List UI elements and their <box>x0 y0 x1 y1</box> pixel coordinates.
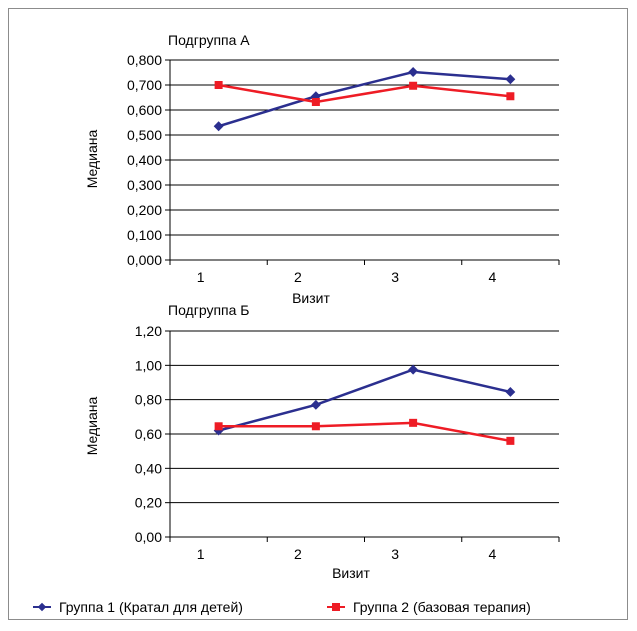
chart-a-y-tick-label: 0,700 <box>127 77 162 93</box>
chart-a-y-tick-label: 0,100 <box>127 227 162 243</box>
chart-a-x-tick-label: 4 <box>488 269 496 285</box>
chart-legend: Группа 1 (Кратал для детей) Группа 2 (ба… <box>33 599 531 615</box>
chart-b-series-2-point <box>506 436 515 445</box>
chart-a-series-1-point <box>505 74 516 85</box>
chart-a-x-tick-label: 1 <box>197 269 205 285</box>
chart-a-series-1-line <box>218 70 511 128</box>
chart-b-y-tick-label: 0,80 <box>135 392 162 408</box>
chart-a-series-2-point <box>506 92 515 101</box>
chart-b-series-1-line <box>218 368 511 432</box>
chart-a-y-ticks: 0,000 0,100 0,200 0,300 0,400 0,500 0,600 0,700… <box>127 52 170 268</box>
chart-b-x-tick-label: 4 <box>488 546 496 562</box>
chart-a-y-label: Медиана <box>84 129 100 188</box>
chart-b-x-tick-label: 3 <box>391 546 399 562</box>
chart-b-series-2-point <box>311 422 320 431</box>
legend-group1-marker <box>37 602 47 612</box>
chart-b-y-tick-label: 0,60 <box>135 426 162 442</box>
chart-b-series-2-line <box>218 421 511 443</box>
chart-b-series-1-point <box>408 364 419 375</box>
chart-subgroup-a: Подгруппа А 0,000 0,100 0,200 0,300 0,400 0,5… <box>84 32 560 306</box>
chart-a-series-1-point <box>213 121 224 132</box>
chart-b-x-label: Визит <box>332 565 370 581</box>
chart-a-y-tick-label: 0,200 <box>127 202 162 218</box>
chart-a-x-tick-label: 2 <box>294 269 302 285</box>
chart-b-x-tick-label: 1 <box>197 546 205 562</box>
chart-b-series-2-point <box>214 422 223 431</box>
chart-a-series-2-line <box>218 83 511 104</box>
chart-b-y-ticks: 0,00 0,20 0,40 0,60 0,80 1,00 1,20 <box>135 323 170 545</box>
chart-b-y-tick-label: 1,20 <box>135 323 162 339</box>
chart-b-title: Подгруппа Б <box>168 302 249 318</box>
legend-group2-marker <box>332 603 340 611</box>
chart-b-y-label: Медиана <box>84 396 100 455</box>
chart-a-y-tick-label: 0,400 <box>127 152 162 168</box>
chart-b-series <box>213 364 516 445</box>
chart-a-x-label: Визит <box>292 290 330 306</box>
chart-a-gridlines <box>169 59 559 261</box>
chart-a-series-2-point <box>409 81 418 90</box>
chart-a-x-tick-label: 3 <box>391 269 399 285</box>
chart-a-series-1-point <box>408 67 419 77</box>
legend-group1-label: Группа 1 (Кратал для детей) <box>59 599 243 615</box>
legend-group2-label: Группа 2 (базовая терапия) <box>353 599 531 615</box>
chart-a-y-tick-label: 0,300 <box>127 177 162 193</box>
chart-b-x-tick-label: 2 <box>294 546 302 562</box>
chart-b-y-tick-label: 1,00 <box>135 357 162 373</box>
chart-b-series-1-point <box>310 399 321 410</box>
chart-a-x-ticks: 1 2 3 4 <box>169 260 560 285</box>
chart-canvas: Подгруппа А 0,000 0,100 0,200 0,300 0,400 0,5… <box>33 32 560 615</box>
chart-b-x-ticks: 1 2 3 4 <box>169 537 560 562</box>
chart-a-y-tick-label: 0,600 <box>127 102 162 118</box>
chart-a-series-2-point <box>311 98 320 106</box>
chart-b-series-2-point <box>409 418 418 427</box>
chart-b-series-1-point <box>505 386 516 397</box>
chart-a-y-tick-label: 0,000 <box>127 252 162 268</box>
chart-a-title: Подгруппа А <box>168 32 250 48</box>
chart-a-series <box>213 67 516 132</box>
chart-a-y-tick-label: 0,500 <box>127 127 162 143</box>
chart-subgroup-b: Подгруппа Б 0,00 0,20 0,40 0,60 0,80 1,00 1,20… <box>84 302 560 581</box>
chart-b-y-tick-label: 0,00 <box>135 529 162 545</box>
chart-a-y-tick-label: 0,800 <box>127 52 162 68</box>
chart-b-y-tick-label: 0,20 <box>135 495 162 511</box>
figure-frame: Подгруппа А 0,000 0,100 0,200 0,300 0,400 0,5… <box>8 8 628 620</box>
chart-b-y-tick-label: 0,40 <box>135 460 162 476</box>
chart-a-series-2-point <box>214 81 223 89</box>
chart-b-gridlines <box>169 330 559 538</box>
